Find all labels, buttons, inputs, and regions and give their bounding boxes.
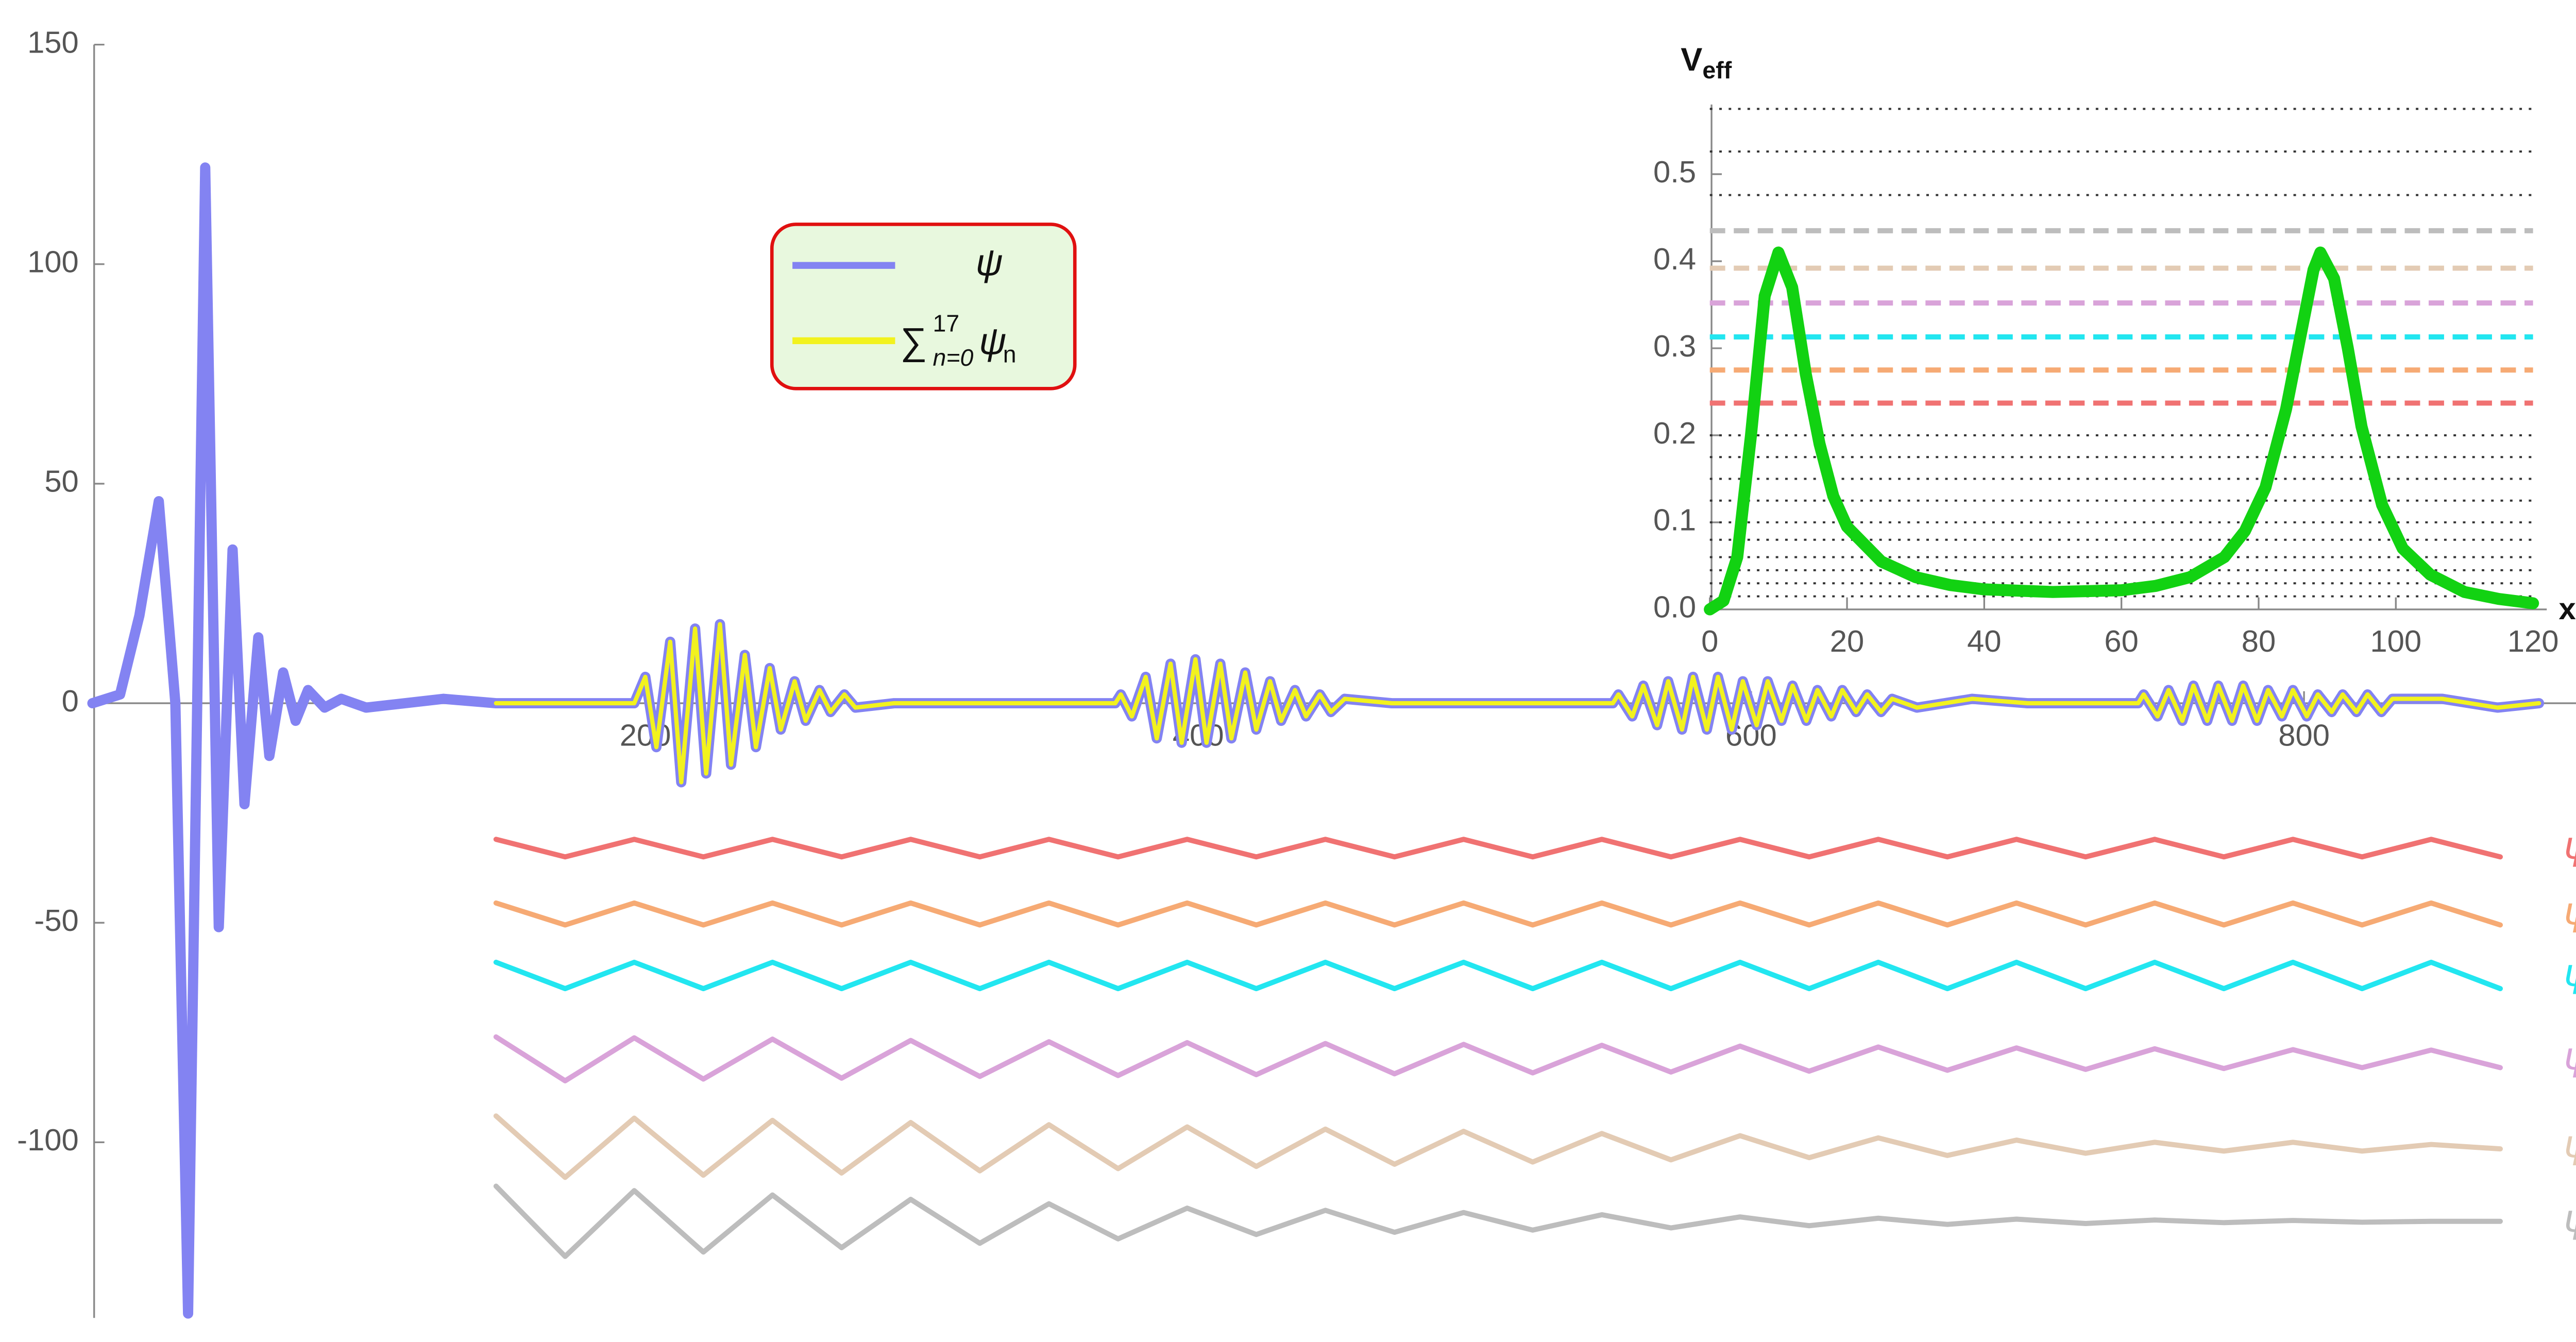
y-tick-label: 100 <box>27 245 79 279</box>
x-tick-label: 120 <box>2507 624 2559 658</box>
series-line <box>493 900 2503 928</box>
series-label: ψ10 <box>2564 889 2576 939</box>
series-label: ψ14 <box>2564 1197 2576 1247</box>
y-tick-label: 0.4 <box>1653 242 1696 276</box>
series-label: ψ11 <box>2564 951 2576 1001</box>
x-tick-label: 0 <box>1701 624 1718 658</box>
inset-title: Veff <box>1681 42 1732 84</box>
y-tick-label: 150 <box>27 25 79 59</box>
series-label: ψ9 <box>2564 823 2576 873</box>
legend-label: ψ <box>976 242 1003 283</box>
series-label: ψ12 <box>2564 1034 2576 1084</box>
legend-box <box>770 223 1077 390</box>
legend-label: ψ <box>979 320 1006 362</box>
series-line <box>493 837 2503 860</box>
y-tick-label: 0.5 <box>1653 155 1696 189</box>
legend-label: n=0 <box>933 344 974 371</box>
series-label: ψ13 <box>2564 1122 2576 1172</box>
legend-label: n <box>1003 341 1016 368</box>
series-line <box>1704 246 2539 616</box>
series-line <box>494 622 2541 785</box>
y-tick-label: 0.2 <box>1653 416 1696 450</box>
title-main: V <box>1681 42 1702 78</box>
x-tick-label: 60 <box>2104 624 2139 658</box>
x-axis-label: x <box>2558 591 2575 626</box>
y-tick-label: 0.0 <box>1653 590 1696 624</box>
legend-label: ∑ <box>900 320 927 362</box>
x-tick-label: 40 <box>1967 624 2002 658</box>
x-tick-label: 80 <box>2242 624 2276 658</box>
y-tick-label: 0.3 <box>1653 329 1696 363</box>
legend-label: 17 <box>933 310 960 337</box>
x-tick-label: 100 <box>2370 624 2421 658</box>
y-tick-label: 50 <box>44 464 79 499</box>
series-line <box>493 1183 2503 1259</box>
y-tick-label: -50 <box>34 903 78 938</box>
x-tick-label: 800 <box>2278 718 2330 752</box>
series-line <box>493 1034 2503 1083</box>
series-line <box>493 1113 2503 1180</box>
x-tick-label: 20 <box>1830 624 1865 658</box>
y-tick-label: 0.1 <box>1653 503 1696 537</box>
title-sub: eff <box>1702 57 1732 83</box>
y-tick-label: -100 <box>17 1123 79 1157</box>
series-line <box>493 959 2503 992</box>
y-tick-label: 0 <box>62 684 79 718</box>
